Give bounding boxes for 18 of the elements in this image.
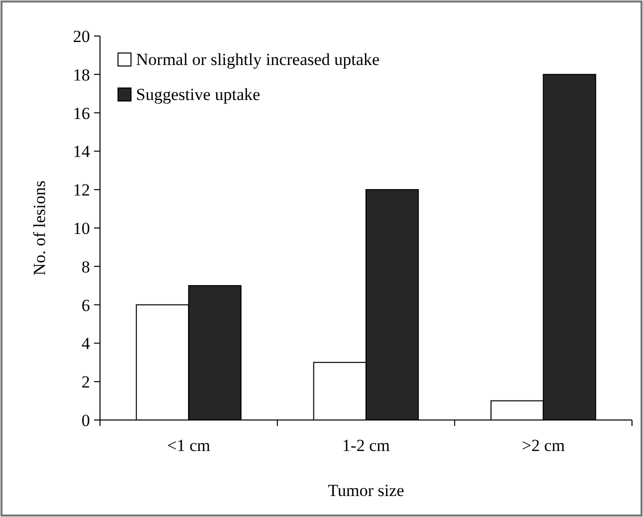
- y-tick-label: 16: [73, 104, 90, 123]
- y-tick-label: 10: [73, 218, 90, 238]
- y-tick-label: 14: [73, 142, 90, 162]
- legend-label: Suggestive uptake: [136, 85, 260, 104]
- x-tick-label: >2 cm: [522, 436, 565, 455]
- x-tick-label: 1-2 cm: [342, 436, 390, 455]
- y-tick-label: 4: [82, 334, 90, 354]
- y-tick-label: 20: [73, 26, 90, 46]
- y-axis-title: No. of lesions: [30, 180, 49, 276]
- y-tick-label: 2: [82, 372, 90, 392]
- y-tick-label: 6: [82, 296, 90, 315]
- y-tick-label: 8: [82, 257, 90, 276]
- x-axis-title: Tumor size: [328, 481, 404, 500]
- y-tick-label: 18: [73, 65, 90, 84]
- legend-label: Normal or slightly increased uptake: [136, 50, 380, 69]
- y-tick-label: 0: [82, 410, 90, 430]
- y-tick-label: 12: [73, 180, 90, 200]
- x-tick-label: <1 cm: [167, 436, 210, 455]
